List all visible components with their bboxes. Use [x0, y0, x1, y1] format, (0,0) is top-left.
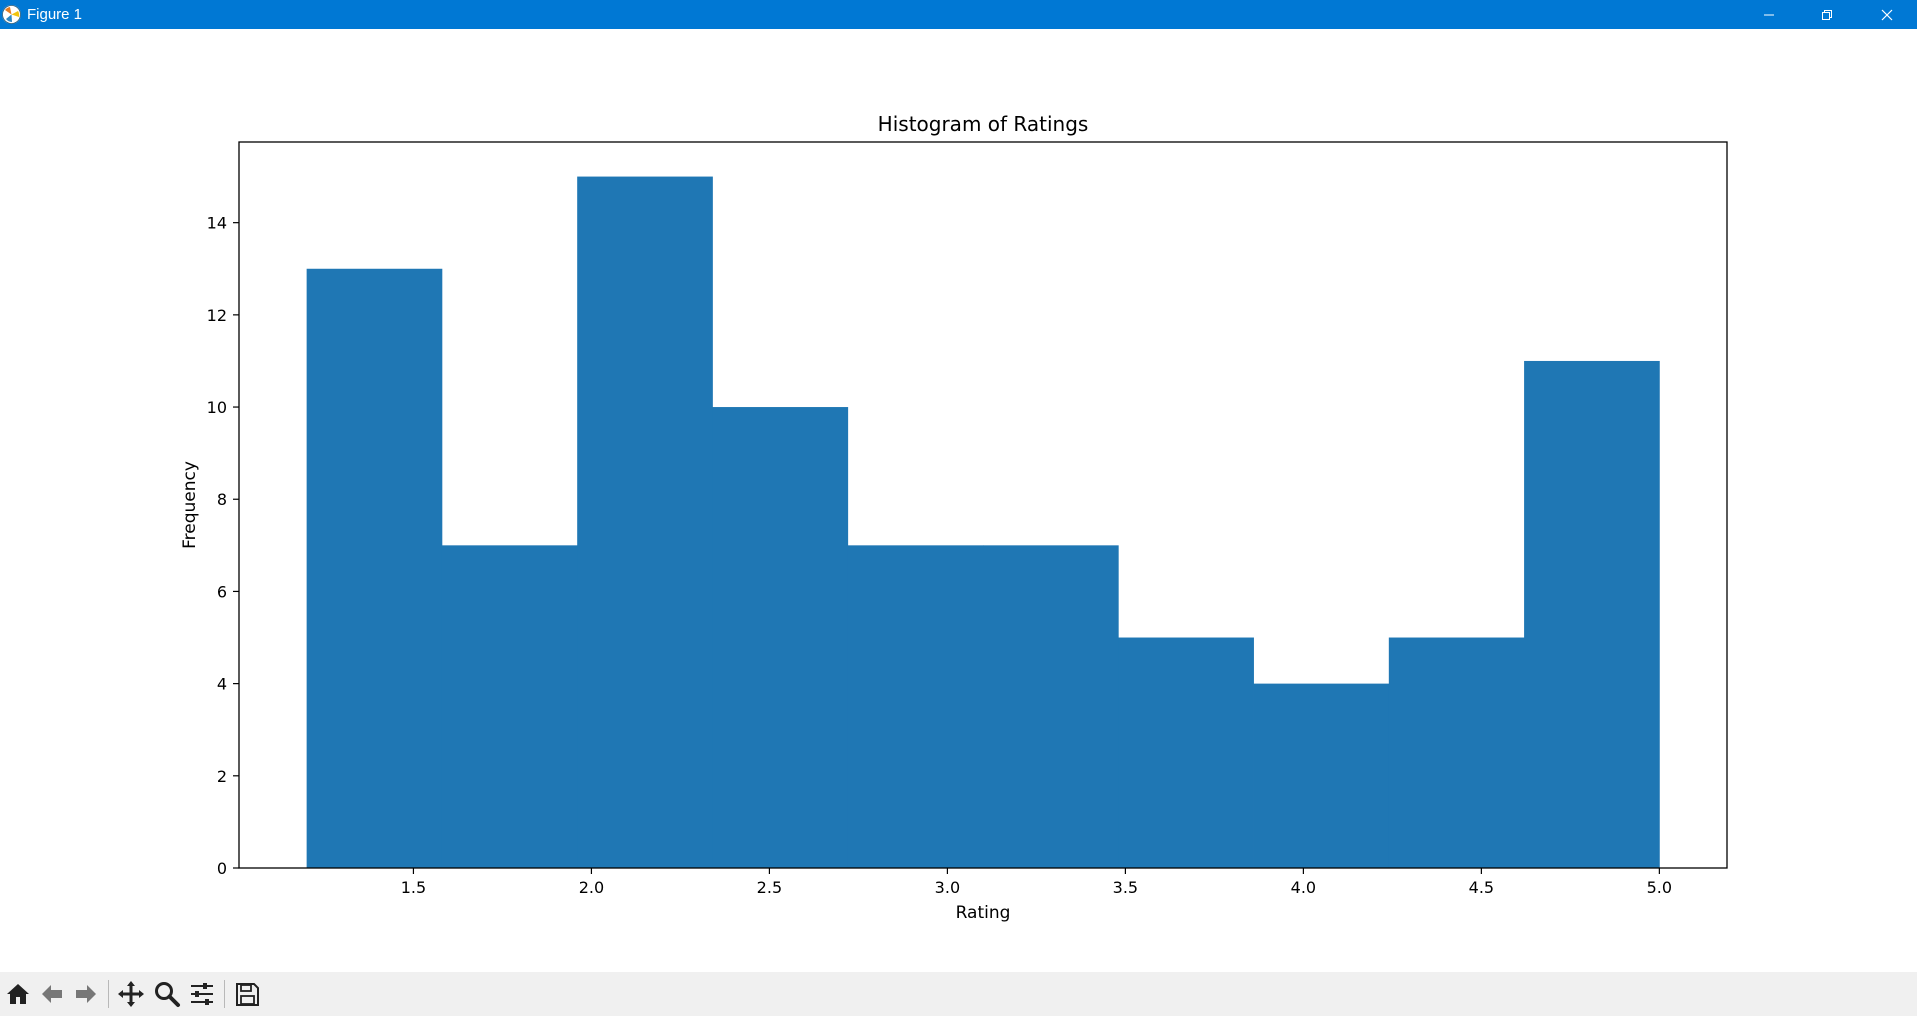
close-button[interactable] [1858, 0, 1916, 29]
histogram-bar [1388, 637, 1525, 868]
figure-canvas[interactable]: 1.5 2.0 2.5 3.0 3.5 4.0 4.5 5.0 0 2 4 6 8 10 12 14 His… [0, 29, 1917, 972]
configure-subplots-button[interactable] [186, 978, 218, 1010]
y-tick-label: 4 [217, 675, 227, 694]
restore-button[interactable] [1798, 0, 1856, 29]
restore-icon [1822, 9, 1832, 20]
histogram-bar [441, 545, 578, 868]
histogram-bar [577, 176, 713, 869]
x-tick-label: 2.5 [757, 878, 782, 897]
x-tick-label: 1.5 [401, 878, 426, 897]
zoom-magnifier-icon [155, 982, 180, 1007]
histogram-bar [1253, 683, 1390, 868]
histogram-bar [1524, 360, 1660, 868]
histogram-bar [306, 268, 443, 868]
forward-button[interactable] [70, 978, 102, 1010]
x-tick-label: 3.5 [1113, 878, 1138, 897]
histogram-chart: 1.5 2.0 2.5 3.0 3.5 4.0 4.5 5.0 0 2 4 6 8 10 12 14 His… [180, 112, 1728, 923]
back-arrow-icon [42, 985, 62, 1003]
minimize-icon [1764, 14, 1774, 15]
y-tick-label: 0 [217, 859, 227, 878]
forward-arrow-icon [76, 985, 96, 1003]
back-button[interactable] [36, 978, 68, 1010]
toolbar-separator [224, 980, 225, 1008]
x-tick-label: 5.0 [1647, 878, 1672, 897]
configure-subplots-icon [191, 983, 213, 1005]
histogram-bar [983, 545, 1119, 868]
y-tick-label: 2 [217, 767, 227, 786]
y-tick-label: 14 [207, 214, 227, 233]
window-title-bar: Figure 1 [0, 0, 1917, 29]
pan-move-icon [118, 981, 144, 1007]
histogram-bar [847, 545, 984, 868]
minimize-button[interactable] [1740, 0, 1798, 29]
y-axis-label: Frequency [180, 461, 200, 549]
x-tick-label: 4.5 [1469, 878, 1494, 897]
x-tick-label: 3.0 [935, 878, 960, 897]
home-button[interactable] [2, 978, 34, 1010]
x-tick-label: 4.0 [1291, 878, 1316, 897]
close-icon [1881, 9, 1893, 20]
toolbar-separator [108, 980, 109, 1008]
save-button[interactable] [231, 978, 263, 1010]
y-tick-label: 12 [207, 306, 227, 325]
x-axis-label: Rating [956, 903, 1011, 923]
y-tick-label: 8 [217, 490, 227, 509]
zoom-button[interactable] [151, 978, 183, 1010]
pan-button[interactable] [115, 978, 147, 1010]
histogram-bar [1118, 637, 1254, 868]
save-disk-icon [236, 983, 259, 1006]
histogram-bar [712, 407, 849, 868]
matplotlib-logo-icon [2, 5, 21, 24]
x-tick-label: 2.0 [579, 878, 604, 897]
window-title: Figure 1 [27, 6, 83, 23]
home-icon [7, 984, 29, 1004]
navigation-toolbar [0, 972, 1917, 1016]
y-tick-label: 6 [217, 582, 227, 601]
chart-title: Histogram of Ratings [878, 112, 1089, 136]
axes-frame [238, 141, 1728, 869]
y-tick-label: 10 [207, 398, 227, 417]
